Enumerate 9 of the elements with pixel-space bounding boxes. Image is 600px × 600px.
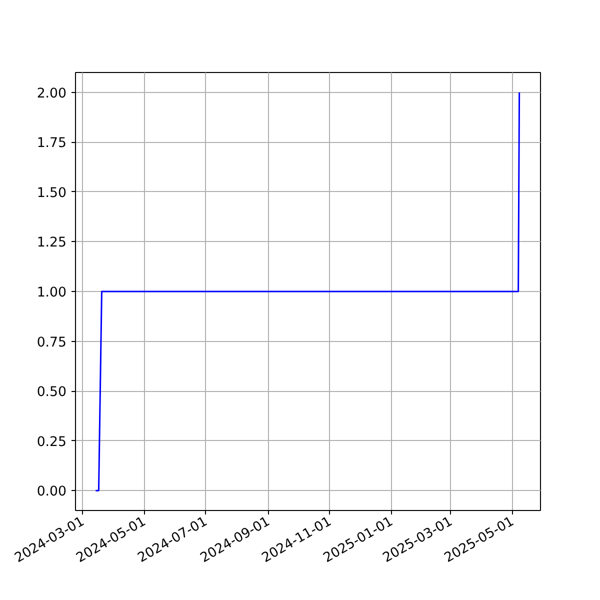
- y-tick-label: 0.75: [36, 335, 67, 350]
- y-tick-label: 1.75: [36, 136, 67, 152]
- y-tick-label: 0.00: [36, 484, 67, 500]
- y-tick-label: 1.00: [36, 286, 67, 300]
- y-tick-label: 1.50: [36, 186, 67, 201]
- y-tick-label: 0.25: [36, 434, 67, 450]
- y-tick-label: 2.00: [36, 86, 67, 102]
- y-tick-label: 1.25: [36, 236, 67, 251]
- y-tick-label: 0.50: [36, 385, 67, 400]
